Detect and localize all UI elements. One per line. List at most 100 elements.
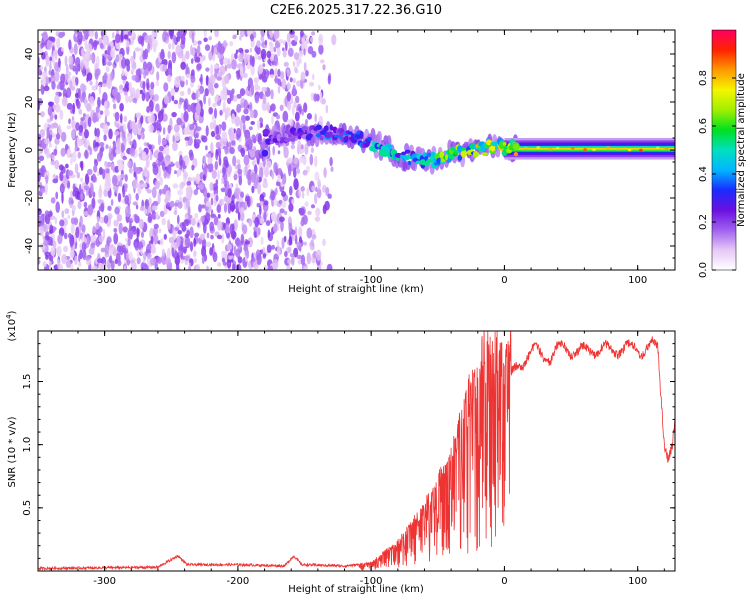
noise-blob xyxy=(166,202,171,208)
noise-blob xyxy=(98,205,105,212)
noise-blob xyxy=(45,255,49,260)
noise-blob xyxy=(216,100,221,107)
noise-blob xyxy=(212,183,219,191)
noise-blob xyxy=(80,177,83,183)
noise-blob xyxy=(216,72,223,77)
noise-blob xyxy=(135,88,141,100)
tone-blob xyxy=(656,146,660,150)
noise-blob xyxy=(101,83,108,88)
noise-blob xyxy=(306,113,312,120)
noise-blob xyxy=(71,119,76,129)
noise-blob xyxy=(58,57,61,68)
noise-blob xyxy=(183,110,189,123)
noise-blob xyxy=(42,261,47,268)
noise-blob xyxy=(176,235,181,247)
tone-blob xyxy=(639,148,643,152)
noise-blob xyxy=(159,210,165,218)
noise-blob xyxy=(217,147,222,158)
noise-blob xyxy=(46,126,50,139)
noise-blob xyxy=(122,226,128,233)
noise-blob xyxy=(179,154,183,167)
noise-blob xyxy=(193,189,199,196)
noise-blob xyxy=(148,144,152,150)
signal-blob xyxy=(445,154,449,161)
noise-blob xyxy=(163,169,167,179)
x-tick-label: 100 xyxy=(628,576,647,587)
noise-blob xyxy=(267,229,271,239)
noise-blob xyxy=(51,81,56,90)
noise-blob xyxy=(214,107,217,119)
signal-blob xyxy=(261,149,269,157)
signal-blob xyxy=(279,140,284,144)
y-tick-label: -20 xyxy=(24,190,35,206)
noise-blob xyxy=(314,113,318,123)
noise-blob xyxy=(318,44,324,55)
tone-blob xyxy=(592,148,596,151)
noise-blob xyxy=(221,233,225,244)
noise-blob xyxy=(252,261,258,267)
noise-blob xyxy=(189,123,195,131)
noise-blob xyxy=(314,216,321,222)
noise-blob xyxy=(280,71,285,80)
noise-blob xyxy=(238,197,243,203)
noise-blob xyxy=(93,164,98,173)
snr-panel: -300 -200 -100 0 100 0.5 1.0 1.5 Height of str… xyxy=(5,310,676,595)
noise-blob xyxy=(140,132,144,140)
noise-blob xyxy=(44,235,50,241)
noise-blob xyxy=(235,237,241,247)
noise-blob xyxy=(67,170,74,176)
noise-blob xyxy=(286,157,293,164)
noise-blob xyxy=(119,84,124,90)
noise-blob xyxy=(278,39,284,44)
noise-blob xyxy=(52,104,57,110)
noise-blob xyxy=(157,110,164,122)
noise-blob xyxy=(131,139,137,151)
noise-blob xyxy=(310,92,315,101)
noise-blob xyxy=(219,169,223,174)
noise-blob xyxy=(117,192,122,203)
noise-blob xyxy=(299,155,305,163)
noise-blob xyxy=(171,41,175,50)
noise-blob xyxy=(52,178,59,184)
noise-blob xyxy=(216,149,219,157)
noise-blob xyxy=(126,63,131,72)
noise-blob xyxy=(246,195,251,208)
noise-blob xyxy=(98,184,102,196)
noise-blob xyxy=(61,253,67,265)
noise-blob xyxy=(164,145,170,157)
noise-blob xyxy=(272,258,279,270)
noise-blob xyxy=(113,140,116,150)
noise-blob xyxy=(196,263,200,270)
noise-blob xyxy=(171,51,177,64)
noise-blob xyxy=(214,82,219,89)
noise-blob xyxy=(278,199,283,205)
noise-blob xyxy=(164,154,171,167)
noise-blob xyxy=(173,123,180,133)
noise-blob xyxy=(250,172,256,183)
noise-blob xyxy=(114,111,120,122)
noise-blob xyxy=(264,39,268,46)
noise-blob xyxy=(152,164,159,176)
signal-blob xyxy=(283,137,291,143)
noise-blob xyxy=(235,201,239,210)
spectrogram-signal-layer xyxy=(255,121,675,175)
noise-blob xyxy=(66,125,72,130)
signal-blob xyxy=(338,128,345,134)
noise-blob xyxy=(109,255,113,264)
noise-blob xyxy=(214,30,219,38)
noise-blob xyxy=(132,227,137,235)
noise-blob xyxy=(288,164,292,177)
noise-blob xyxy=(176,36,181,42)
noise-blob xyxy=(144,34,150,43)
noise-blob xyxy=(202,174,206,182)
noise-blob xyxy=(83,138,87,148)
noise-blob xyxy=(282,50,287,58)
noise-blob xyxy=(139,89,144,95)
y-tick-label: 1.0 xyxy=(22,437,33,453)
noise-blob xyxy=(297,140,302,152)
noise-blob xyxy=(302,40,308,52)
noise-blob xyxy=(142,169,145,177)
noise-blob xyxy=(299,30,304,38)
noise-blob xyxy=(202,222,207,234)
noise-blob xyxy=(105,66,110,73)
